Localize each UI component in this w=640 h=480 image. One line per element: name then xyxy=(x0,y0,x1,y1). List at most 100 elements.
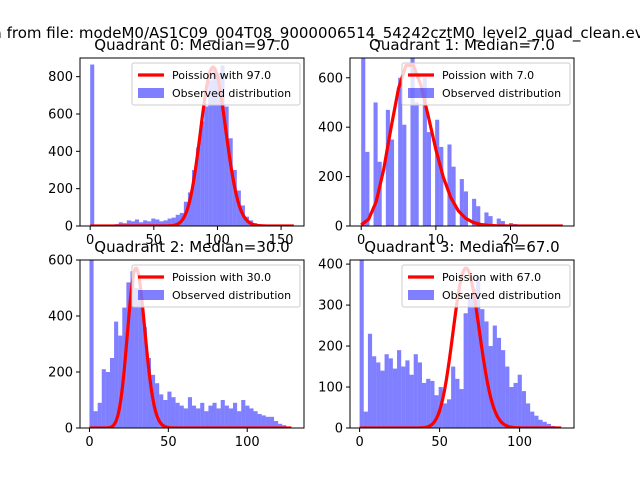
hist-bar xyxy=(146,358,151,428)
hist-bar xyxy=(130,221,135,226)
hist-bar xyxy=(530,411,535,428)
hist-bar xyxy=(204,411,209,428)
hist-bar xyxy=(384,354,389,428)
hist-bar xyxy=(241,400,246,428)
hist-bar xyxy=(463,191,468,226)
x-tick-label: 150 xyxy=(269,233,294,248)
y-tick-label: 200 xyxy=(48,366,73,381)
hist-bar xyxy=(534,415,539,428)
hist-bar xyxy=(208,405,213,428)
hist-bar xyxy=(147,221,152,226)
y-tick-label: 800 xyxy=(48,70,73,85)
hist-bar xyxy=(155,219,160,226)
x-tick-label: 0 xyxy=(355,435,363,450)
plot-area xyxy=(89,64,295,226)
hist-bar xyxy=(451,166,456,226)
legend-bar-swatch xyxy=(138,88,164,98)
hist-bar xyxy=(417,362,422,428)
y-tick-label: 200 xyxy=(318,170,343,185)
y-tick-label: 300 xyxy=(318,299,343,314)
hist-bar xyxy=(204,106,209,226)
x-tick-label: 50 xyxy=(146,233,163,248)
legend-label-observed: Observed distribution xyxy=(172,289,291,302)
hist-bar xyxy=(167,391,172,428)
hist-bar xyxy=(426,378,431,428)
hist-bar xyxy=(480,309,485,428)
subplot-0: 0 50 100 150 0 200 400 600 800 Quadrant 0: Median… xyxy=(48,36,305,248)
hist-bar xyxy=(175,402,180,428)
hist-bar xyxy=(455,378,460,428)
hist-bar xyxy=(476,206,481,226)
hist-bar xyxy=(139,222,144,226)
hist-bar xyxy=(257,414,262,428)
legend-label-poisson: Poission with 97.0 xyxy=(172,69,271,82)
hist-bar xyxy=(130,271,135,428)
hist-bar xyxy=(363,411,368,428)
subplot-title: Quadrant 1: Median=7.0 xyxy=(369,36,555,54)
hist-bar xyxy=(388,358,393,428)
y-tick-label: 200 xyxy=(48,182,73,197)
legend-bar-swatch xyxy=(138,290,164,300)
legend-box xyxy=(131,62,301,106)
x-tick-label: 10 xyxy=(428,233,445,248)
hist-bar xyxy=(398,77,403,226)
legend-label-observed: Observed distribution xyxy=(442,289,561,302)
hist-bar xyxy=(134,219,140,226)
y-tick-label: 400 xyxy=(48,310,73,325)
hist-bar xyxy=(192,405,197,428)
y-tick-label: 100 xyxy=(318,381,343,396)
hist-bar xyxy=(118,222,123,226)
hist-bar xyxy=(430,380,435,428)
hist-bar xyxy=(451,366,456,428)
figure-suptitle: Data from file: modeM0/AS1C09_004T08_900… xyxy=(0,24,640,43)
hist-bar xyxy=(501,350,506,428)
hist-bar xyxy=(367,333,373,428)
hist-bar xyxy=(126,282,131,428)
legend-bar-swatch xyxy=(408,88,434,98)
legend-box xyxy=(401,264,571,308)
hist-bar xyxy=(447,144,452,226)
hist-bar xyxy=(542,421,547,428)
hist-bar xyxy=(196,147,201,226)
hist-bar xyxy=(101,369,106,428)
x-tick-label: 50 xyxy=(160,435,177,450)
hist-bar xyxy=(463,313,468,428)
hist-bar xyxy=(513,382,518,428)
legend-box xyxy=(131,264,301,308)
hist-bar xyxy=(265,416,270,428)
hist-bar xyxy=(413,354,418,428)
hist-bar xyxy=(488,346,493,428)
hist-bar xyxy=(471,288,477,428)
hist-bar xyxy=(97,402,102,428)
hist-bar xyxy=(253,411,258,428)
hist-bar xyxy=(526,403,531,428)
subplot-3: 0 50 100 0 100 200 300 400 Quadrant 3: Median=67… xyxy=(318,238,575,450)
hist-bar xyxy=(118,335,123,428)
hist-bar xyxy=(233,402,238,428)
hist-bar xyxy=(409,374,414,428)
legend-bar-swatch xyxy=(408,290,434,300)
hist-bar xyxy=(196,408,201,428)
hist-bar xyxy=(167,218,172,226)
hist-bar xyxy=(422,382,427,428)
hist-bar xyxy=(376,362,381,428)
hist-bar xyxy=(261,415,266,428)
subplot-2: 0 50 100 0 200 400 600 Quadrant 2: Median=30.0 P… xyxy=(48,238,305,450)
hist-bar xyxy=(509,387,514,428)
hist-bar xyxy=(500,221,505,226)
hist-bar xyxy=(380,370,385,428)
y-tick-label: 0 xyxy=(65,422,73,437)
axes-frame xyxy=(79,57,305,227)
y-tick-label: 200 xyxy=(318,340,343,355)
hist-bar xyxy=(175,214,180,226)
y-tick-label: 0 xyxy=(335,422,343,437)
hist-bar xyxy=(484,212,489,226)
hist-bar xyxy=(410,58,415,226)
hist-bar xyxy=(496,337,502,428)
y-tick-label: 600 xyxy=(48,254,73,269)
hist-bar xyxy=(192,170,197,226)
hist-bar xyxy=(269,416,275,428)
hist-bar xyxy=(435,119,440,226)
